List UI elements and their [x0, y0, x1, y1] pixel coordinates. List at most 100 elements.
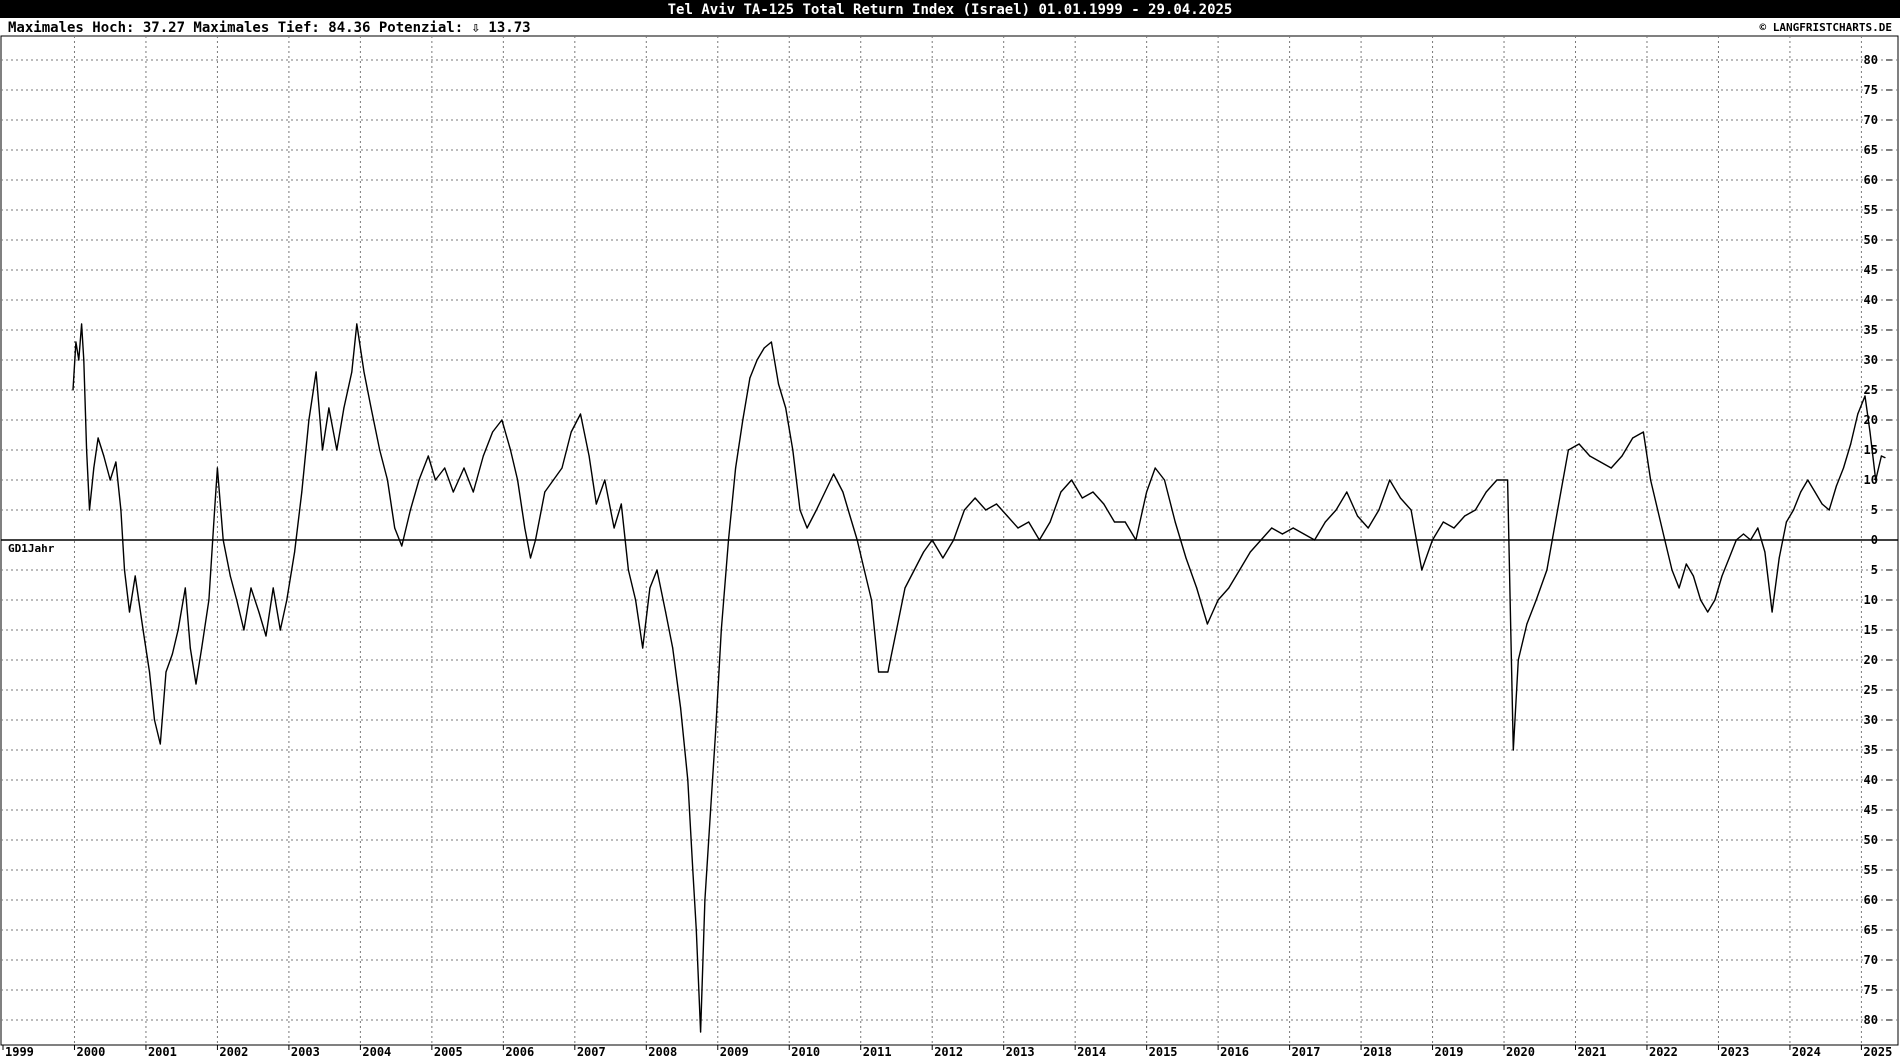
data-point	[1442, 521, 1444, 523]
data-point	[115, 461, 117, 463]
data-point	[308, 419, 310, 421]
data-point	[1163, 479, 1166, 481]
data-point	[1578, 443, 1580, 445]
data-point	[692, 869, 694, 871]
data-point	[363, 371, 365, 373]
data-point	[863, 569, 865, 571]
x-tick-label: 2020	[1506, 1045, 1535, 1059]
data-point	[995, 503, 998, 505]
data-point	[1281, 533, 1283, 535]
y-tick-label: 75	[1864, 983, 1878, 997]
site-credit: © LANGFRISTCHARTS.DE	[1760, 21, 1892, 34]
data-point	[386, 479, 389, 481]
data-point	[1017, 527, 1019, 529]
y-tick-label: 40	[1864, 773, 1878, 787]
data-point	[1735, 539, 1737, 541]
data-point	[88, 509, 91, 511]
data-point	[887, 671, 889, 673]
series-line	[72, 323, 1886, 1033]
data-point	[1239, 569, 1241, 571]
data-point	[72, 389, 74, 391]
data-point	[1196, 587, 1198, 589]
data-point	[1864, 395, 1866, 397]
x-tick-label: 1999	[5, 1045, 34, 1059]
data-point	[727, 539, 730, 541]
data-point	[482, 455, 484, 457]
data-point	[735, 467, 737, 469]
data-point	[1271, 527, 1273, 529]
x-tick-label: 2018	[1363, 1045, 1392, 1059]
x-tick-label: 2019	[1435, 1045, 1464, 1059]
data-point	[833, 473, 835, 475]
data-point	[148, 671, 151, 673]
data-point	[452, 491, 454, 493]
y-tick-label: 60	[1864, 893, 1878, 907]
data-point	[1356, 515, 1359, 517]
y-tick-label: 15	[1864, 443, 1878, 457]
data-point	[680, 707, 682, 709]
data-point	[229, 575, 231, 577]
data-point	[1771, 611, 1773, 613]
data-point	[1217, 599, 1219, 601]
data-point	[1657, 509, 1659, 511]
x-tick-label: 2005	[434, 1045, 463, 1059]
data-point	[1146, 491, 1148, 493]
data-point	[1249, 551, 1251, 553]
data-point	[1880, 455, 1882, 457]
baseline-group: GD1Jahr	[1, 539, 1898, 555]
data-point	[1060, 491, 1062, 493]
data-point	[953, 539, 955, 541]
data-point	[81, 323, 83, 325]
data-point	[595, 503, 597, 505]
data-point	[1557, 509, 1559, 511]
data-point	[294, 551, 296, 553]
x-tick-label: 2023	[1720, 1045, 1749, 1059]
data-point	[1228, 587, 1230, 589]
data-point	[1206, 623, 1208, 625]
data-point	[409, 509, 411, 511]
data-point	[1714, 599, 1716, 601]
data-point	[328, 407, 330, 409]
y-tick-label: 25	[1864, 683, 1878, 697]
x-tick-label: 2008	[648, 1045, 677, 1059]
y-tick-label: 20	[1864, 653, 1878, 667]
x-tick-label: 2014	[1077, 1045, 1106, 1059]
data-point	[1642, 431, 1644, 433]
y-tick-label: 65	[1864, 923, 1878, 937]
y-tick-label: 0	[1871, 533, 1878, 547]
data-point	[561, 467, 563, 469]
data-point	[201, 647, 203, 649]
title-bar	[0, 0, 1900, 18]
x-tick-label: 2010	[791, 1045, 820, 1059]
data-point	[93, 467, 95, 469]
data-point	[1750, 539, 1752, 541]
data-point	[1850, 443, 1852, 445]
data-point	[1410, 509, 1412, 511]
data-point	[1346, 491, 1348, 493]
data-point	[1113, 521, 1116, 523]
y-tick-label: 75	[1864, 83, 1878, 97]
data-point	[1792, 509, 1795, 511]
y-tick-label: 80	[1864, 53, 1878, 67]
data-point	[974, 497, 976, 499]
x-tick-label: 2025	[1863, 1045, 1892, 1059]
vertical-gridlines	[73, 36, 1862, 1045]
data-point	[1526, 623, 1528, 625]
data-point	[265, 635, 267, 637]
data-point	[472, 491, 474, 493]
data-point	[1103, 503, 1105, 505]
data-point	[216, 467, 218, 469]
stats-line: Maximales Hoch: 37.27 Maximales Tief: 84…	[8, 20, 531, 36]
data-point	[1778, 557, 1780, 559]
x-tick-label: 2017	[1292, 1045, 1321, 1059]
data-point	[579, 413, 582, 415]
data-point	[792, 449, 794, 451]
x-tick-label: 2000	[76, 1045, 105, 1059]
data-point	[649, 587, 651, 589]
data-point	[1421, 569, 1423, 571]
data-point	[1589, 455, 1591, 457]
data-point	[985, 509, 987, 511]
baseline-label: GD1Jahr	[8, 542, 55, 555]
